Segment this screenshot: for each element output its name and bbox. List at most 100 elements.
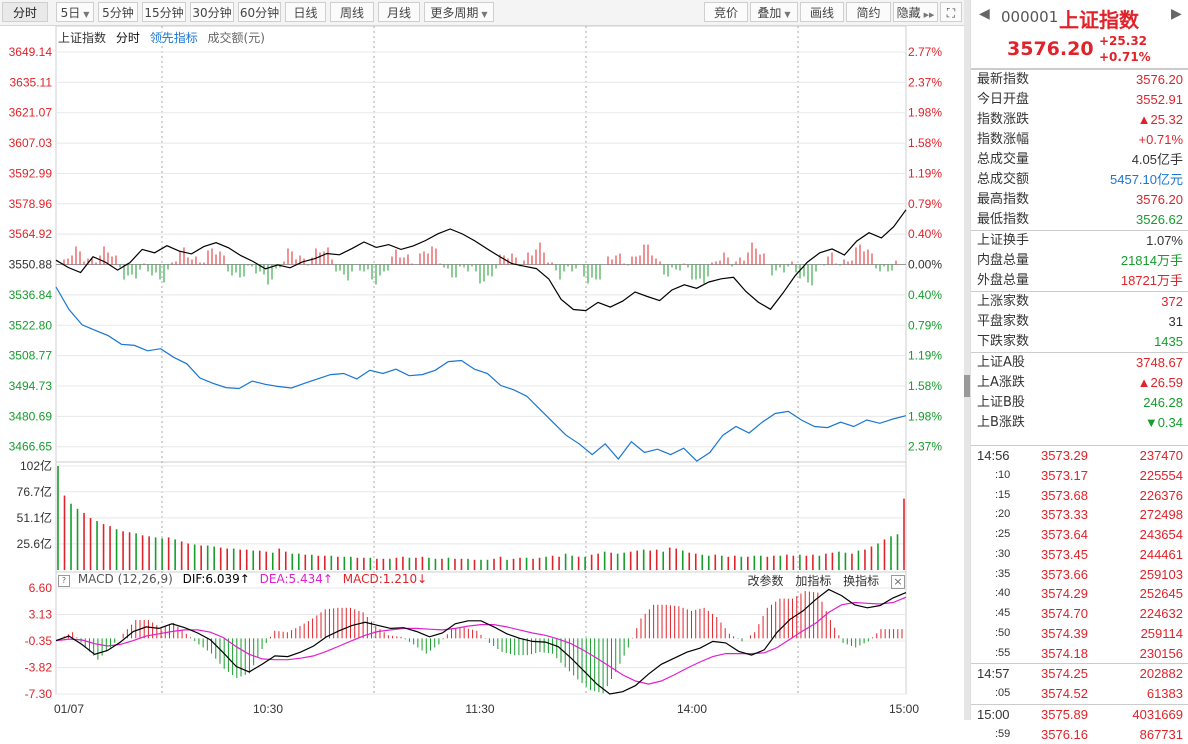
period-button-7[interactable]: 周线: [330, 2, 374, 22]
period-button-4[interactable]: 30分钟: [190, 2, 234, 22]
legend-leading[interactable]: 领先指标: [150, 31, 198, 45]
tick-time: :50: [995, 624, 1010, 644]
time-tick-label: 11:30: [465, 702, 494, 716]
quote-value: 1435: [1154, 332, 1183, 352]
tool-button-2[interactable]: 画线: [800, 2, 844, 22]
quote-panel: ◀ 000001 上证指数 ▶ 3576.20 +25.32 +0.71% 最新…: [970, 0, 1188, 720]
volume-tick-label: 76.7亿: [17, 484, 52, 499]
close-icon[interactable]: ×: [891, 575, 905, 589]
price-tick-label: 3480.69: [9, 409, 53, 423]
tick-price: 3573.17: [1041, 466, 1088, 486]
tick-time: 15:00: [977, 705, 1010, 725]
quote-value: 3552.91: [1136, 90, 1183, 110]
tick-volume: 272498: [1140, 505, 1183, 525]
prev-arrow-icon[interactable]: ◀: [979, 6, 990, 22]
change-params-button[interactable]: 改参数: [747, 574, 783, 588]
period-button-5[interactable]: 60分钟: [238, 2, 281, 22]
pct-tick-label: 2.37%: [908, 440, 942, 454]
quote-key: 上证A股: [977, 353, 1025, 373]
tool-button-0[interactable]: 竞价: [704, 2, 748, 22]
period-button-1[interactable]: 5日▼: [56, 2, 94, 22]
fullscreen-icon[interactable]: ⛶: [940, 2, 962, 22]
tool-button-4[interactable]: 隐藏▶▶: [893, 2, 938, 22]
quote-key: 最低指数: [977, 210, 1029, 230]
period-button-0[interactable]: 分时: [2, 2, 48, 22]
quote-key: 平盘家数: [977, 312, 1029, 332]
tool-button-3[interactable]: 简约: [846, 2, 891, 22]
volume-tick-label: 25.6亿: [17, 536, 52, 551]
period-label: 5分钟: [102, 6, 134, 20]
quote-value: 3576.20: [1136, 70, 1183, 90]
legend-mode: 分时: [116, 31, 140, 45]
switch-indicator-button[interactable]: 换指标: [843, 574, 879, 588]
tick-volume: 61383: [1147, 684, 1183, 704]
volume-tick-label: 51.1亿: [17, 510, 52, 525]
tick-volume: 225554: [1140, 466, 1183, 486]
tick-price: 3573.66: [1041, 565, 1088, 585]
tool-label: 画线: [810, 6, 834, 20]
tick-price: 3576.16: [1041, 725, 1088, 744]
period-button-8[interactable]: 月线: [378, 2, 420, 22]
tick-volume: 243654: [1140, 525, 1183, 545]
quote-value: 3526.62: [1136, 210, 1183, 230]
quote-key: 最高指数: [977, 190, 1029, 210]
tick-price: 3574.18: [1041, 644, 1088, 664]
quote-key: 最新指数: [977, 70, 1029, 90]
tick-time: :59: [995, 725, 1010, 744]
price-tick-label: 3607.03: [9, 136, 53, 150]
macd-dif: DIF:6.039↑: [183, 572, 250, 586]
pct-tick-label: 0.40%: [908, 227, 942, 241]
chart-legend: 上证指数 分时 领先指标 成交额(元): [58, 29, 271, 46]
tick-time: :35: [995, 565, 1010, 585]
period-label: 月线: [387, 6, 411, 20]
tick-volume: 230156: [1140, 644, 1183, 664]
add-indicator-button[interactable]: 加指标: [795, 574, 831, 588]
quote-key: 外盘总量: [977, 271, 1029, 291]
period-button-9[interactable]: 更多周期▼: [424, 2, 494, 22]
help-icon[interactable]: ?: [58, 575, 70, 587]
tool-label: 叠加: [757, 6, 781, 20]
price-tick-label: 3649.14: [9, 45, 53, 59]
price-tick-label: 3635.11: [10, 75, 53, 89]
period-button-3[interactable]: 15分钟: [142, 2, 186, 22]
macd-tick-label: 6.60: [29, 581, 53, 595]
quote-value: 3748.67: [1136, 353, 1183, 373]
quote-row: 上B涨跌▼0.34: [971, 413, 1188, 433]
period-button-2[interactable]: 5分钟: [98, 2, 138, 22]
time-tick-label: 15:00: [889, 702, 919, 716]
price-tick-label: 3466.65: [9, 440, 53, 454]
tick-volume: 237470: [1140, 446, 1183, 466]
period-button-6[interactable]: 日线: [285, 2, 326, 22]
time-tick-label: 14:00: [677, 702, 707, 716]
price-change: +25.32 +0.71%: [1099, 33, 1151, 65]
quote-key: 上B涨跌: [977, 413, 1025, 433]
macd-tick-label: 3.13: [29, 607, 53, 621]
pct-tick-label: 2.37%: [908, 75, 942, 89]
quote-value: 1.07%: [1146, 231, 1183, 251]
quote-value: 246.28: [1143, 393, 1183, 413]
change-percent: +0.71%: [1099, 49, 1151, 65]
quote-key: 总成交额: [977, 170, 1029, 190]
next-arrow-icon[interactable]: ▶: [1171, 6, 1182, 22]
pct-tick-label: 1.58%: [908, 379, 942, 393]
quote-row: 指数涨跌▲25.32: [971, 110, 1188, 130]
tick-time: :40: [995, 584, 1010, 604]
stock-name: 上证指数: [1059, 4, 1139, 33]
quote-value: 3576.20: [1136, 190, 1183, 210]
tick-volume: 244461: [1140, 545, 1183, 565]
macd-header: ? MACD (12,26,9) DIF:6.039↑ DEA:5.434↑ M…: [58, 572, 433, 587]
tick-price: 3575.89: [1041, 705, 1088, 725]
volume-tick-label: 102亿: [20, 458, 52, 473]
tool-button-1[interactable]: 叠加▼: [750, 2, 798, 22]
